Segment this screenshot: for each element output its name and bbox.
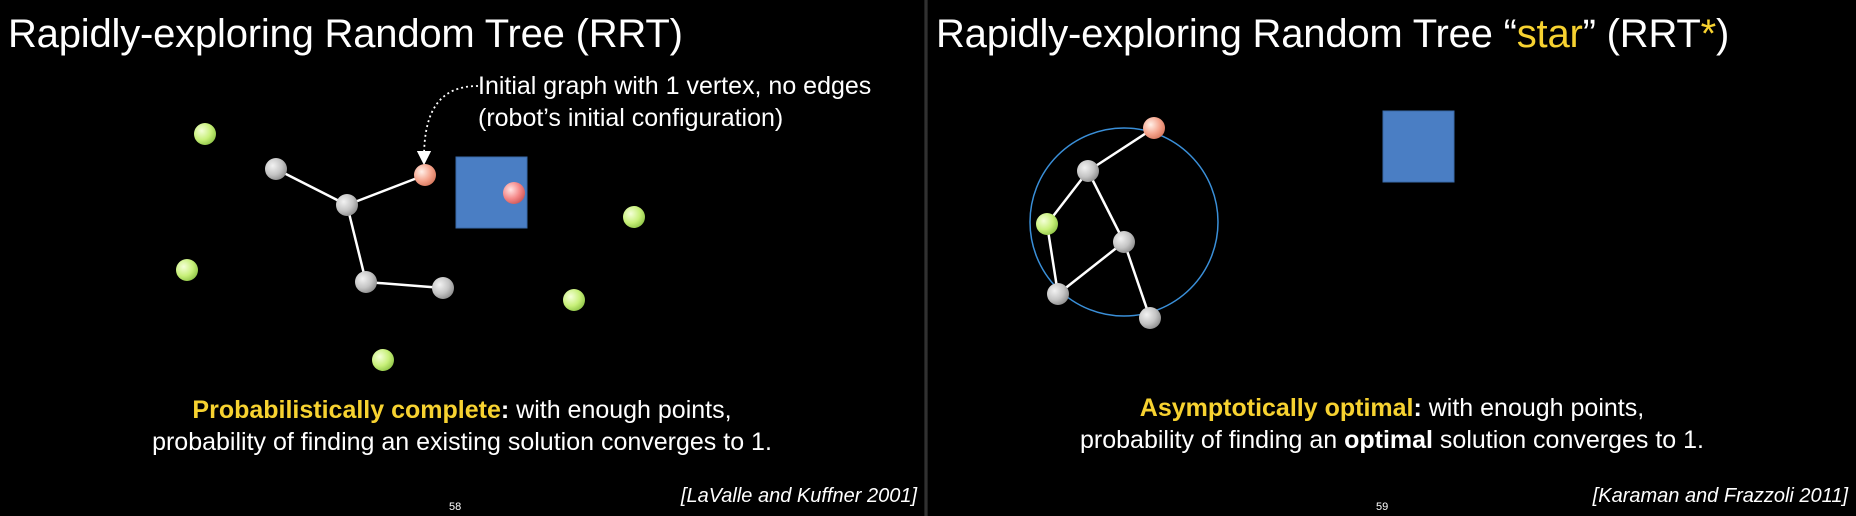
caption-line-2-post: solution converges to 1.: [1432, 426, 1704, 454]
title-part-1: Rapidly-exploring Random Tree “: [936, 12, 1517, 56]
random-sample-node: [194, 123, 216, 145]
tree-node: [355, 271, 377, 293]
annotation-arrow: [416, 85, 479, 166]
caption-rest: with enough points,: [509, 396, 732, 424]
goal-node: [503, 182, 525, 204]
initial-vertex-node: [1143, 117, 1165, 139]
caption-line-1: Probabilistically complete: with enough …: [0, 394, 924, 426]
caption-line-2: probability of finding an existing solut…: [152, 428, 772, 456]
obstacle-square: [1382, 110, 1455, 183]
tree-edge: [1087, 126, 1155, 173]
annotation-line-1: Initial graph with 1 vertex, no edges: [478, 72, 872, 100]
slide-number: 58: [449, 501, 462, 513]
title-part-2: ” (RRT: [1582, 12, 1701, 56]
random-sample-node: [176, 259, 198, 281]
citation: [Karaman and Frazzoli 2011]: [1592, 485, 1848, 507]
tree-edge: [1122, 241, 1152, 319]
slide-title-rrt: Rapidly-exploring Random Tree (RRT): [8, 12, 683, 56]
initial-vertex-node: [414, 164, 436, 186]
tree-edge: [1057, 241, 1125, 295]
tree-edge: [365, 280, 444, 290]
rrt-diagram: [176, 85, 645, 371]
tree-edge: [275, 167, 348, 207]
tree-node: [1077, 160, 1099, 182]
caption-line-1: Asymptotically optimal: with enough poin…: [928, 392, 1856, 424]
random-sample-node: [372, 349, 394, 371]
tree-node: [1113, 231, 1135, 253]
caption-line-2: probability of finding an optimal soluti…: [928, 424, 1856, 456]
random-sample-node: [623, 206, 645, 228]
caption-line-2-pre: probability of finding an: [1080, 426, 1345, 454]
tree-edge: [1086, 170, 1126, 243]
rrt-caption: Probabilistically complete: with enough …: [0, 394, 924, 458]
caption-rest: with enough points,: [1421, 394, 1645, 422]
caption-colon: :: [500, 396, 510, 424]
caption-line-2-bold: optimal: [1344, 426, 1433, 454]
neighborhood-radius-circle: [1029, 127, 1219, 317]
caption-lead: Probabilistically complete: [192, 396, 501, 424]
citation: [LaValle and Kuffner 2001]: [680, 485, 917, 507]
slide-divider: [924, 0, 928, 516]
annotation-line-2: (robot’s initial configuration): [478, 104, 784, 132]
tree-edge: [345, 204, 368, 283]
tree-node: [1139, 307, 1161, 329]
tree-node: [1047, 283, 1069, 305]
slide-rrt: Rapidly-exploring Random Tree (RRT): [0, 0, 924, 516]
caption-lead: Asymptotically optimal: [1139, 394, 1414, 422]
tree-edge: [346, 173, 426, 207]
rrt-star-caption: Asymptotically optimal: with enough poin…: [928, 392, 1856, 456]
slide-title-rrt-star: Rapidly-exploring Random Tree “star” (RR…: [936, 12, 1729, 57]
slide-number: 59: [1376, 501, 1389, 513]
tree-node: [265, 158, 287, 180]
rrt-star-diagram: [1029, 110, 1455, 329]
title-star-word: star: [1516, 12, 1583, 56]
caption-colon: :: [1413, 394, 1422, 422]
tree-node: [336, 194, 358, 216]
random-sample-node: [563, 289, 585, 311]
slide-rrt-star: Rapidly-exploring Random Tree “star” (RR…: [928, 0, 1856, 516]
tree-edge: [1045, 223, 1060, 295]
new-sample-node: [1036, 213, 1058, 235]
title-part-3: ): [1716, 12, 1730, 56]
tree-node: [432, 277, 454, 299]
initial-graph-annotation: Initial graph with 1 vertex, no edges (r…: [478, 70, 871, 134]
title-asterisk: *: [1700, 12, 1717, 56]
tree-edge: [1046, 170, 1089, 225]
